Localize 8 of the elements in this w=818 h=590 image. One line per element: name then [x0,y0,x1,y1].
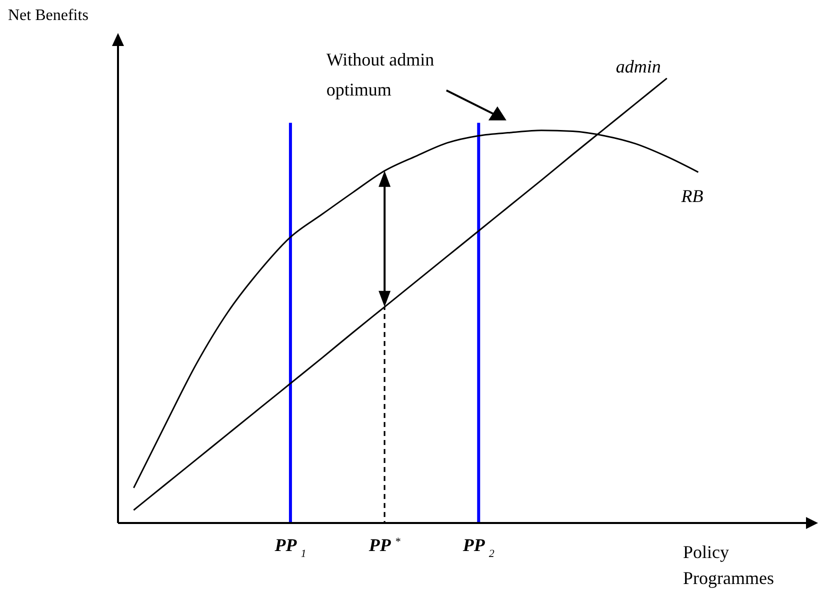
x-tick-label: PP$_{2}$ [462,535,495,560]
x-tick-label: PP$_{1}$ [274,535,306,560]
y-axis-title: Net Benefits [8,7,88,24]
x-axis-title: Policy Programmes [683,542,774,588]
annotation: Without admin optimum [326,49,434,100]
series-label: RB [680,186,704,206]
series-label: admin [616,56,661,76]
x-tick-label: PP$^{*}$ [368,535,401,555]
